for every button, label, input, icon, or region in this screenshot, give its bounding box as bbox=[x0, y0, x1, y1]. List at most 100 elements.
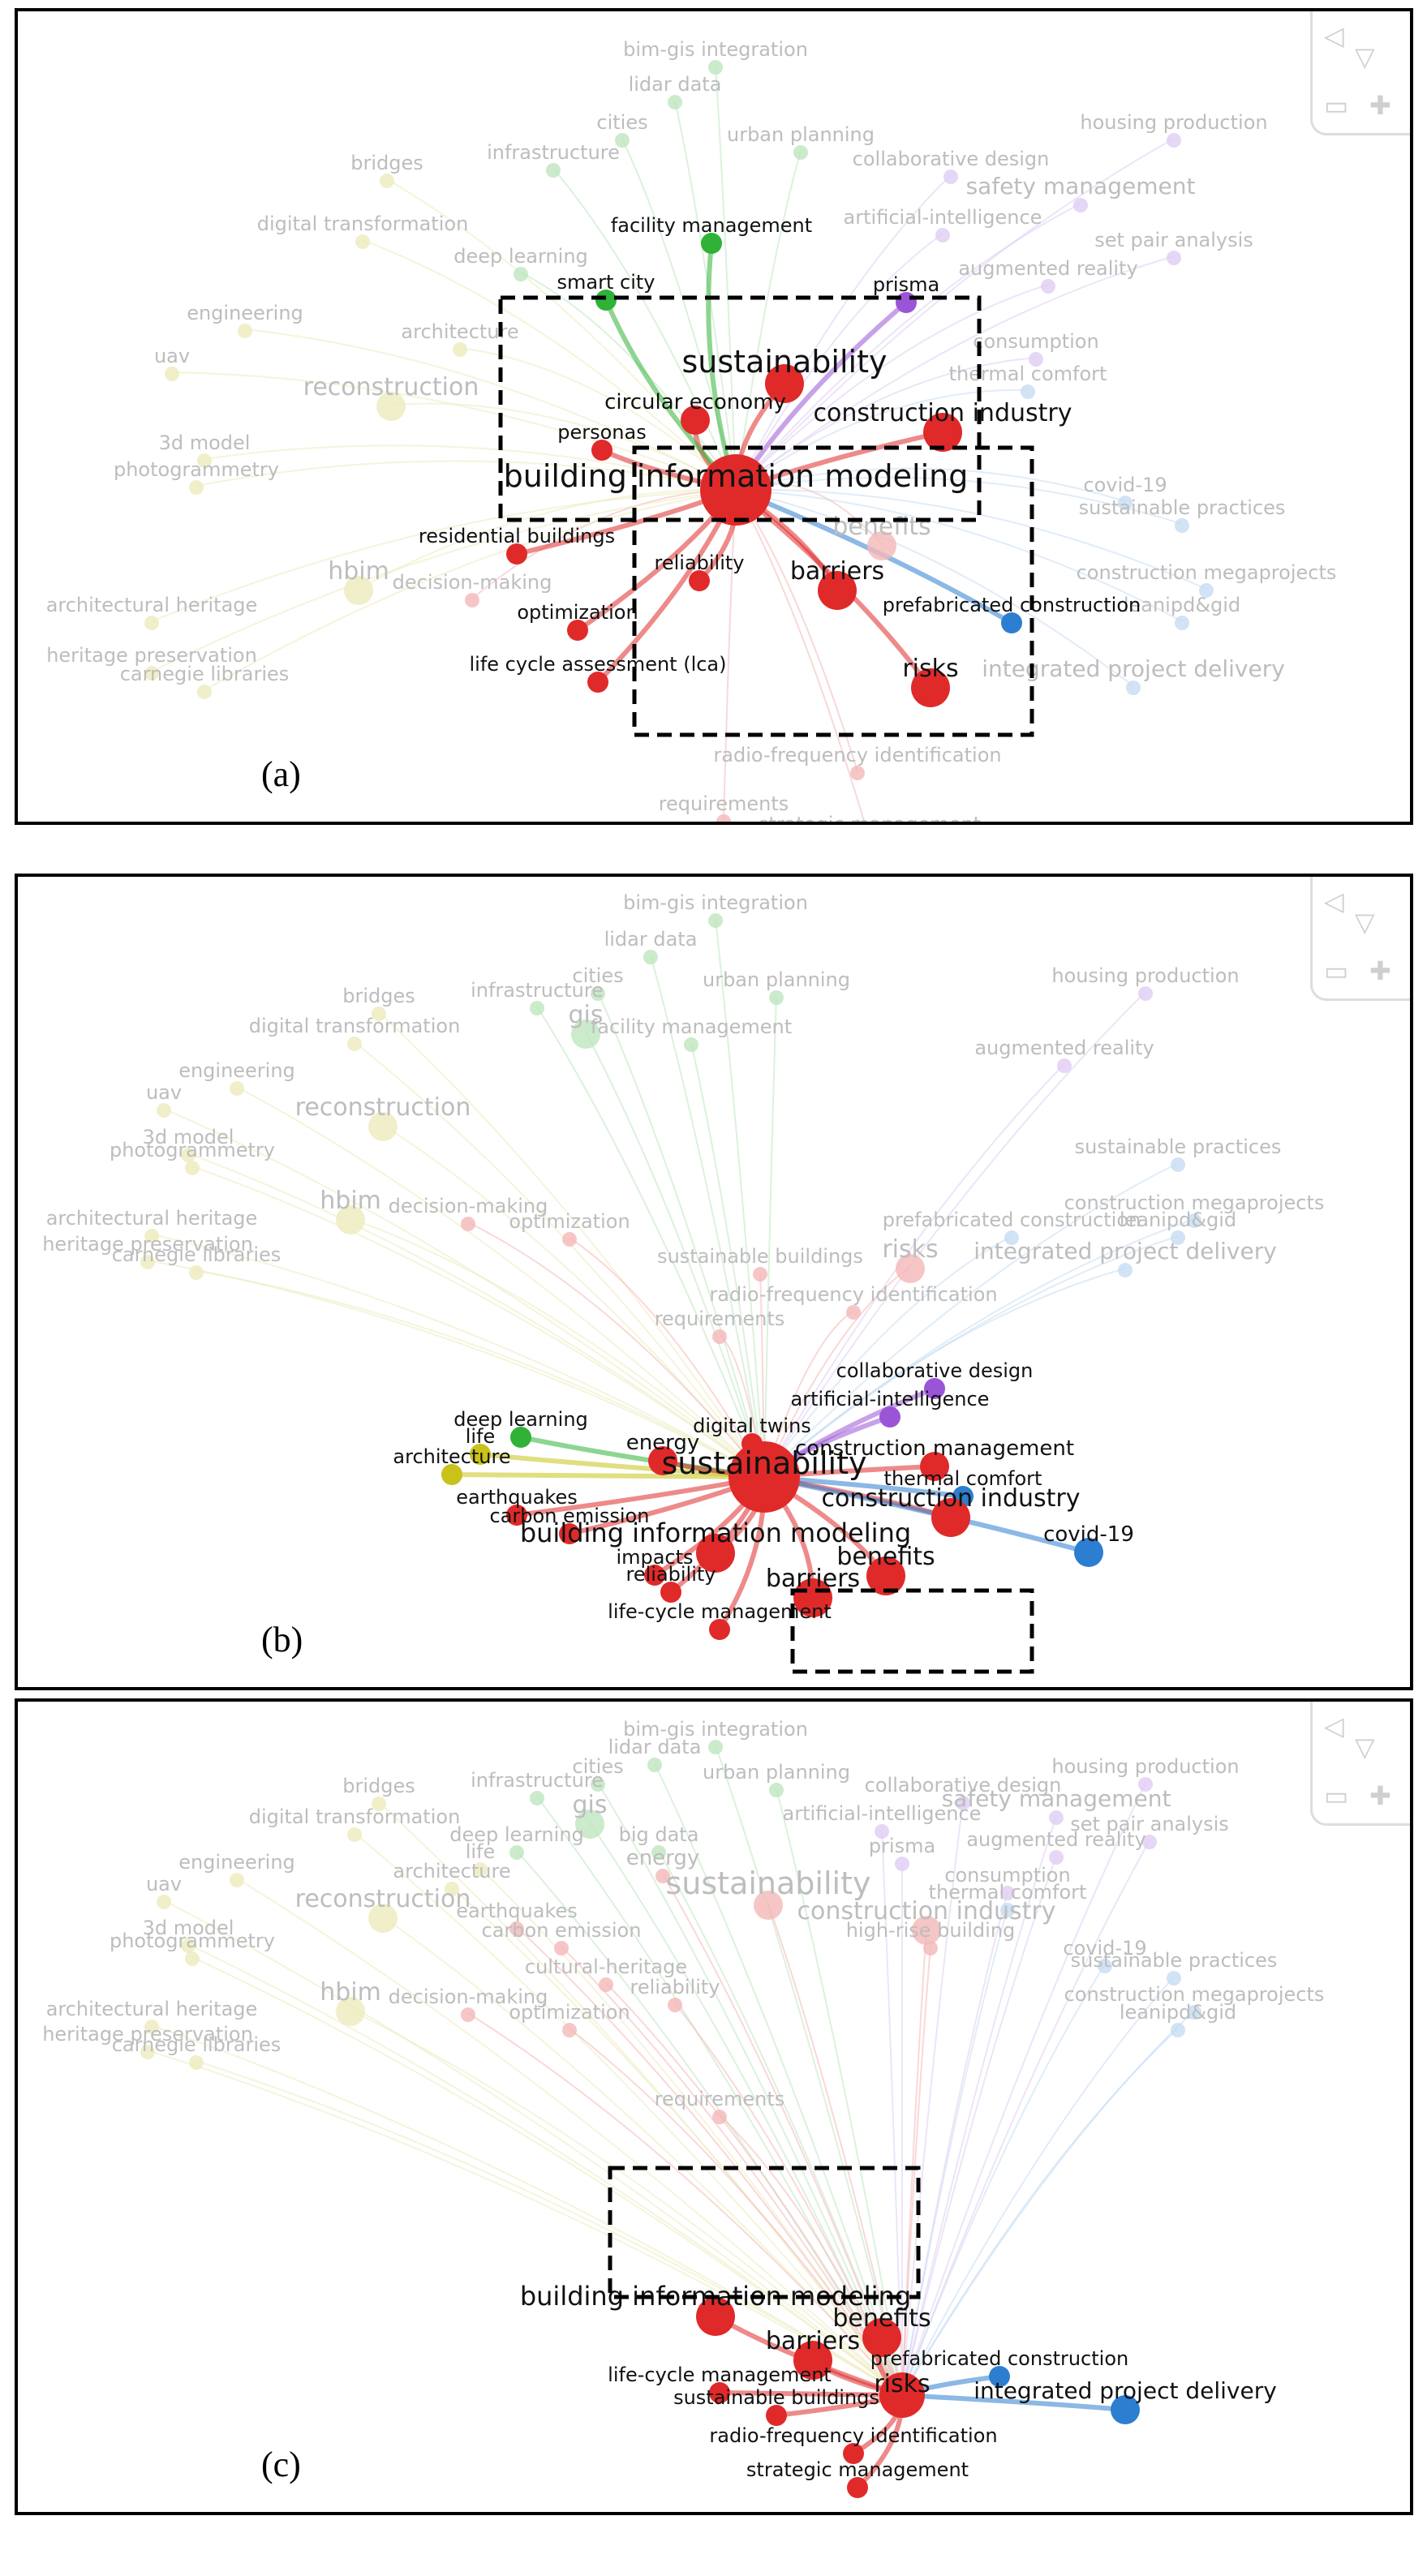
faded-label: bridges bbox=[342, 1775, 415, 1797]
faded-label: 3d model bbox=[143, 1917, 234, 1939]
faded-edge bbox=[561, 1946, 903, 2396]
faded-edge bbox=[901, 1815, 1057, 2396]
keyword-node bbox=[1001, 612, 1022, 633]
faded-node bbox=[514, 267, 528, 281]
keyword-node bbox=[506, 1505, 527, 1526]
faded-label: architectural heritage bbox=[46, 1207, 258, 1230]
zoom-out-icon[interactable]: ▭ bbox=[1324, 956, 1349, 985]
faded-node bbox=[473, 1862, 488, 1877]
hub-node bbox=[879, 2372, 925, 2418]
faded-node bbox=[684, 1037, 698, 1052]
pan-left-icon[interactable]: ◁ bbox=[1324, 1711, 1344, 1741]
link-edge bbox=[451, 1472, 765, 1479]
faded-edge bbox=[597, 1782, 903, 2396]
faded-edge bbox=[196, 460, 737, 491]
faded-edge bbox=[187, 1153, 765, 1478]
keyword-node bbox=[709, 1619, 730, 1640]
faded-node bbox=[197, 685, 212, 699]
pan-down-icon[interactable]: ▽ bbox=[1355, 908, 1375, 937]
faded-label: bim-gis integration bbox=[623, 1718, 808, 1741]
faded-edge bbox=[597, 991, 765, 1478]
faded-label: construction megaprojects bbox=[1077, 561, 1337, 584]
faded-label: 3d model bbox=[143, 1126, 234, 1148]
faded-label: deep learning bbox=[449, 1823, 584, 1846]
faded-label: digital transformation bbox=[257, 213, 469, 235]
faded-node bbox=[668, 1998, 682, 2012]
faded-label: carbon emission bbox=[482, 1919, 642, 1942]
faded-label: photogrammetry bbox=[114, 458, 279, 481]
zoom-controls[interactable]: ◁ ▽ ▭ ✚ bbox=[1310, 11, 1410, 135]
faded-edge bbox=[467, 2012, 903, 2396]
faded-label: covid-19 bbox=[1083, 474, 1167, 496]
faded-label: covid-19 bbox=[1063, 1937, 1146, 1960]
panel-c: bim-gis integration lidar data cities urban… bbox=[15, 1698, 1413, 2515]
faded-label: augmented reality bbox=[974, 1037, 1154, 1059]
keyword-node bbox=[766, 2405, 787, 2426]
faded-label: cities bbox=[596, 111, 647, 134]
pan-down-icon[interactable]: ▽ bbox=[1355, 1732, 1375, 1762]
faded-node bbox=[347, 1037, 362, 1051]
faded-label: requirements bbox=[655, 2088, 785, 2110]
faded-node bbox=[530, 1791, 544, 1805]
faded-label: sustainable practices bbox=[1079, 496, 1286, 519]
faded-node bbox=[181, 1938, 196, 1953]
zoom-in-icon[interactable]: ✚ bbox=[1369, 1781, 1391, 1810]
zoom-in-icon[interactable]: ✚ bbox=[1369, 91, 1391, 120]
keyword-node bbox=[689, 570, 710, 591]
faded-node bbox=[895, 1857, 909, 1871]
keyword-label: integrated project delivery bbox=[974, 2377, 1277, 2404]
faded-edge bbox=[901, 1855, 1057, 2396]
keyword-label: architecture bbox=[393, 1445, 510, 1468]
faded-edge bbox=[163, 1108, 765, 1478]
panel-label: (a) bbox=[261, 754, 301, 794]
faded-node bbox=[144, 616, 159, 630]
pan-left-icon[interactable]: ◁ bbox=[1324, 887, 1344, 916]
faded-edge bbox=[151, 489, 737, 672]
faded-node bbox=[1167, 133, 1181, 148]
faded-node bbox=[376, 392, 406, 421]
faded-node bbox=[1041, 279, 1055, 294]
keyword-label: sustainable buildings bbox=[673, 2386, 879, 2409]
faded-node bbox=[591, 986, 605, 1001]
faded-node bbox=[1167, 1971, 1181, 1986]
faded-node bbox=[509, 1921, 524, 1936]
zoom-in-icon[interactable]: ✚ bbox=[1369, 956, 1391, 985]
faded-node bbox=[599, 1977, 613, 1992]
keyword-node bbox=[644, 1565, 665, 1586]
pan-down-icon[interactable]: ▽ bbox=[1355, 42, 1375, 71]
faded-label: high-rise building bbox=[846, 1919, 1016, 1942]
pan-left-icon[interactable]: ◁ bbox=[1324, 21, 1344, 50]
faded-label: set pair analysis bbox=[1070, 1813, 1229, 1835]
faded-label: heritage preservation bbox=[46, 644, 257, 667]
faded-node bbox=[347, 1827, 362, 1842]
faded-node bbox=[368, 1112, 398, 1141]
faded-node bbox=[461, 2007, 475, 2022]
faded-node bbox=[144, 2020, 159, 2034]
faded-label: architectural heritage bbox=[46, 1998, 258, 2020]
faded-label: lidar data bbox=[629, 73, 722, 96]
keyword-node bbox=[920, 1452, 949, 1481]
faded-node bbox=[144, 666, 159, 680]
faded-label: hbim bbox=[320, 1187, 381, 1215]
faded-node bbox=[956, 1796, 970, 1810]
faded-node bbox=[708, 60, 723, 75]
keyword-node bbox=[648, 1446, 677, 1475]
faded-node bbox=[157, 1103, 171, 1118]
faded-label: engineering bbox=[187, 302, 303, 324]
faded-node bbox=[1004, 1230, 1019, 1245]
faded-node bbox=[189, 1265, 204, 1280]
faded-label: photogrammetry bbox=[110, 1930, 275, 1952]
zoom-controls[interactable]: ◁ ▽ ▭ ✚ bbox=[1310, 1702, 1410, 1826]
keyword-label: sustainability bbox=[682, 344, 888, 380]
zoom-controls[interactable]: ◁ ▽ ▭ ✚ bbox=[1310, 877, 1410, 1001]
keyword-node bbox=[843, 2443, 864, 2464]
faded-label: cities bbox=[572, 964, 623, 987]
faded-label: decision-making bbox=[389, 1986, 548, 2008]
faded-node bbox=[896, 1254, 925, 1283]
faded-label: housing production bbox=[1051, 964, 1239, 987]
faded-label: augmented reality bbox=[958, 257, 1137, 280]
zoom-out-icon[interactable]: ▭ bbox=[1324, 91, 1349, 120]
zoom-out-icon[interactable]: ▭ bbox=[1324, 1781, 1349, 1810]
faded-label: housing production bbox=[1080, 111, 1267, 134]
